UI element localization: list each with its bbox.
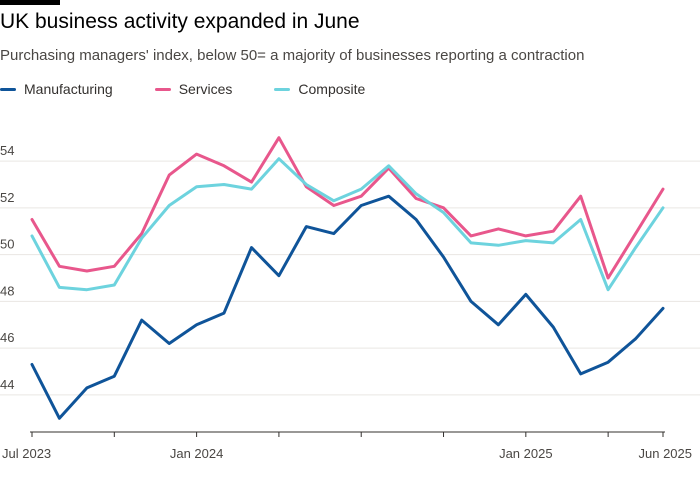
y-tick-label-48: 48 xyxy=(0,283,14,298)
legend-swatch-services xyxy=(154,87,171,91)
legend-label-composite: Composite xyxy=(298,81,366,97)
y-tick-label-46: 46 xyxy=(0,330,14,345)
legend-swatch-composite xyxy=(274,87,291,91)
legend: Manufacturing Services Composite xyxy=(0,80,365,98)
y-tick-label-50: 50 xyxy=(0,237,14,252)
x-tick-label-23: Jun 2025 xyxy=(639,446,693,461)
brand-bar xyxy=(0,0,60,5)
chart-title: UK business activity expanded in June xyxy=(0,10,360,33)
legend-item-services: Services xyxy=(154,81,233,97)
series-line-composite xyxy=(30,157,665,292)
legend-item-composite: Composite xyxy=(274,81,365,97)
legend-label-services: Services xyxy=(178,81,233,97)
series-line-manufacturing xyxy=(30,194,665,420)
x-tick-label-6: Jan 2024 xyxy=(170,446,224,461)
legend-swatch-manufacturing xyxy=(0,87,16,91)
x-tick-label-18: Jan 2025 xyxy=(499,446,553,461)
legend-label-manufacturing: Manufacturing xyxy=(24,81,113,97)
x-tick-label-0: Jul 2023 xyxy=(2,446,51,461)
y-tick-label-44: 44 xyxy=(0,377,14,392)
legend-item-manufacturing: Manufacturing xyxy=(0,81,113,97)
y-tick-label-54: 54 xyxy=(0,143,14,158)
series-line-services xyxy=(30,136,665,280)
y-tick-label-52: 52 xyxy=(0,190,14,205)
chart-subtitle: Purchasing managers' index, below 50= a … xyxy=(0,47,585,64)
